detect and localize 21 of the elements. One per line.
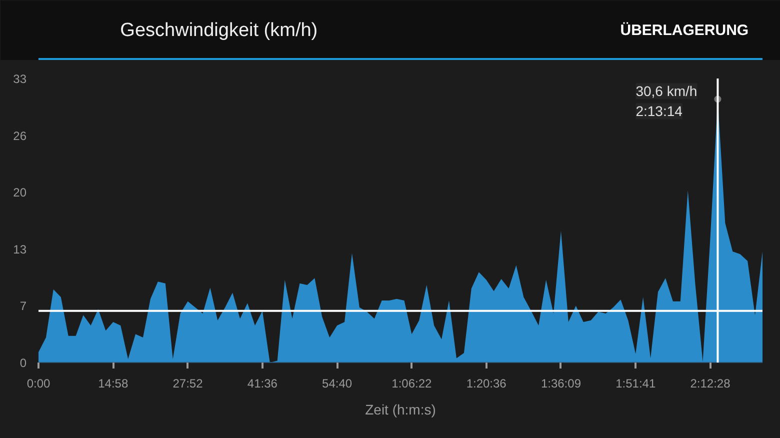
- x-tick-label: 54:40: [322, 376, 352, 390]
- text: ÜBERLAGERUNG: [620, 22, 749, 39]
- x-tick-label: 41:36: [247, 376, 278, 390]
- y-tick-label: 20: [13, 186, 27, 200]
- annotation: 30,6 km/h: [636, 83, 698, 100]
- x-tick-label: 2:12:28: [690, 376, 731, 390]
- annotation: 2:13:14: [636, 103, 683, 120]
- x-axis-title: Zeit (h:m:s): [365, 402, 436, 418]
- y-tick-label: 7: [20, 299, 27, 314]
- y-tick-label: 0: [20, 356, 27, 370]
- x-tick-label: 1:36:09: [540, 376, 582, 390]
- x-tick-label: 0:00: [26, 376, 51, 390]
- y-tick-label: 33: [13, 72, 27, 86]
- x-tick-label: 27:52: [172, 376, 204, 390]
- x-tick-label: 14:58: [98, 376, 128, 390]
- x-tick-label: 1:06:22: [392, 376, 432, 390]
- x-tick-label: 1:20:36: [466, 376, 507, 390]
- chart-title: Geschwindigkeit (km/h): [120, 20, 318, 41]
- y-tick-label: 26: [13, 128, 27, 143]
- y-tick-label: 13: [13, 242, 27, 256]
- x-tick-label: 1:51:41: [616, 376, 656, 390]
